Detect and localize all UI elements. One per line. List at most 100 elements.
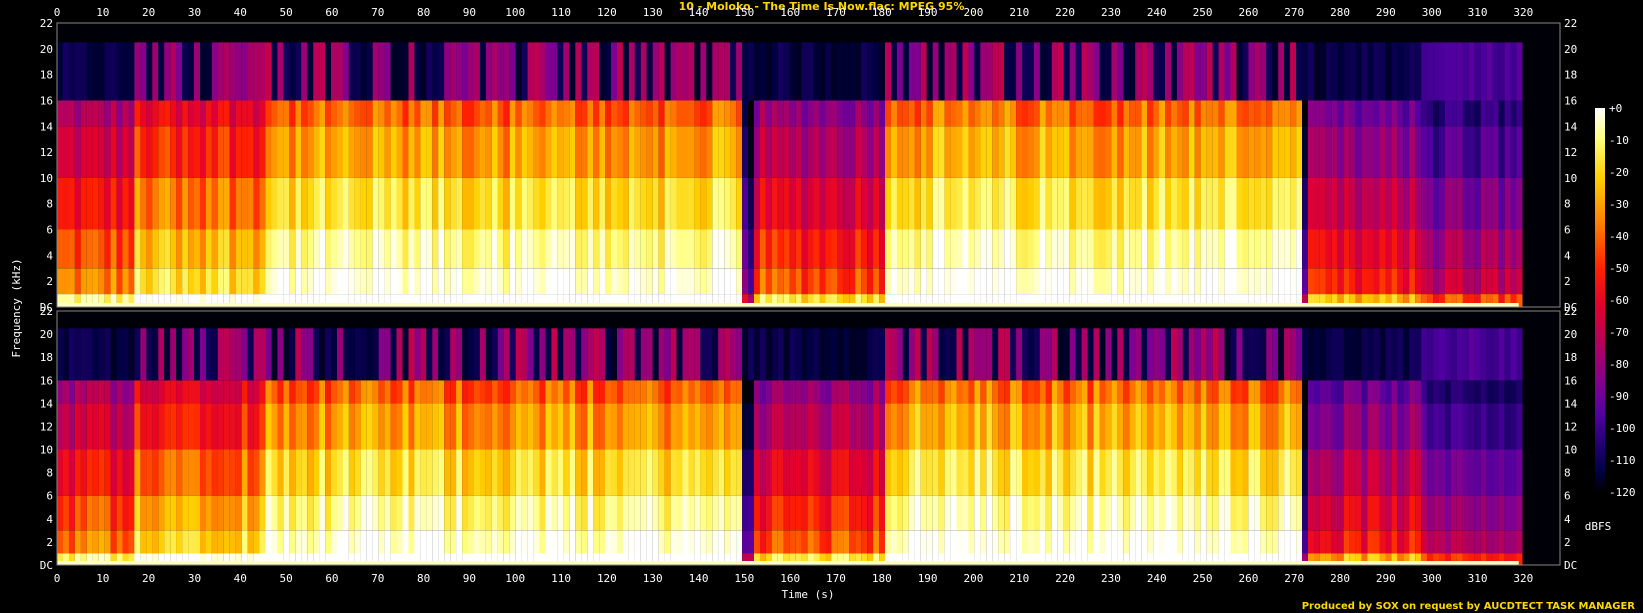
y-tick-left: 18 xyxy=(40,351,53,364)
x-tick-top: 60 xyxy=(325,6,338,19)
x-axis-label: Time (s) xyxy=(782,588,835,601)
x-tick-bottom: 140 xyxy=(689,572,709,585)
x-tick-top: 220 xyxy=(1055,6,1075,19)
y-tick-left: 6 xyxy=(46,224,53,237)
y-tick-left: 20 xyxy=(40,43,53,56)
x-tick-bottom: 90 xyxy=(463,572,476,585)
y-tick-right: 4 xyxy=(1564,513,1571,526)
x-tick-bottom: 170 xyxy=(826,572,846,585)
colorbar xyxy=(1595,108,1605,492)
y-tick-right: 16 xyxy=(1564,94,1577,107)
x-tick-bottom: 20 xyxy=(142,572,155,585)
x-tick-bottom: 290 xyxy=(1376,572,1396,585)
y-tick-right: 10 xyxy=(1564,444,1577,457)
y-tick-right: 4 xyxy=(1564,249,1571,262)
y-tick-left: 14 xyxy=(40,397,54,410)
x-tick-top: 170 xyxy=(826,6,846,19)
x-tick-bottom: 230 xyxy=(1101,572,1121,585)
x-tick-top: 320 xyxy=(1513,6,1533,19)
x-tick-bottom: 80 xyxy=(417,572,430,585)
colorbar-tick: -50 xyxy=(1609,262,1629,275)
y-tick-right: 6 xyxy=(1564,224,1571,237)
y-tick-left: 14 xyxy=(40,120,54,133)
x-tick-bottom: 50 xyxy=(279,572,292,585)
y-tick-right: 18 xyxy=(1564,351,1577,364)
x-tick-top: 280 xyxy=(1330,6,1350,19)
y-tick-left: 16 xyxy=(40,94,53,107)
y-tick-right: 10 xyxy=(1564,172,1577,185)
x-tick-top: 100 xyxy=(505,6,525,19)
y-tick-right: 22 xyxy=(1564,305,1577,318)
y-tick-left: 12 xyxy=(40,420,53,433)
y-tick-right: 20 xyxy=(1564,328,1577,341)
y-tick-left: 10 xyxy=(40,172,53,185)
y-tick-left: 12 xyxy=(40,146,53,159)
x-tick-bottom: 160 xyxy=(780,572,800,585)
x-tick-bottom: 100 xyxy=(505,572,525,585)
x-tick-bottom: 120 xyxy=(597,572,617,585)
x-tick-bottom: 60 xyxy=(325,572,338,585)
y-tick-right: 16 xyxy=(1564,374,1577,387)
y-tick-left: 22 xyxy=(40,17,53,30)
x-tick-top: 290 xyxy=(1376,6,1396,19)
x-tick-top: 240 xyxy=(1147,6,1167,19)
y-tick-right: DC xyxy=(1564,301,1577,314)
colorbar-tick: +0 xyxy=(1609,102,1622,115)
x-tick-bottom: 150 xyxy=(734,572,754,585)
x-tick-top: 20 xyxy=(142,6,155,19)
y-tick-right: 8 xyxy=(1564,467,1571,480)
y-tick-right: 8 xyxy=(1564,198,1571,211)
x-tick-bottom: 0 xyxy=(54,572,61,585)
y-tick-left: 10 xyxy=(40,444,53,457)
x-tick-top: 80 xyxy=(417,6,430,19)
x-tick-top: 50 xyxy=(279,6,292,19)
x-tick-bottom: 40 xyxy=(234,572,247,585)
y-tick-right: 20 xyxy=(1564,43,1577,56)
y-tick-left: 16 xyxy=(40,374,53,387)
x-tick-bottom: 70 xyxy=(371,572,384,585)
x-tick-top: 160 xyxy=(780,6,800,19)
y-tick-right: 2 xyxy=(1564,275,1571,288)
y-tick-left: DC xyxy=(40,301,53,314)
x-tick-bottom: 130 xyxy=(643,572,663,585)
y-tick-left: 6 xyxy=(46,490,53,503)
y-tick-right: 14 xyxy=(1564,120,1578,133)
y-tick-right: 22 xyxy=(1564,17,1577,30)
x-tick-bottom: 260 xyxy=(1238,572,1258,585)
x-tick-bottom: 240 xyxy=(1147,572,1167,585)
y-tick-left: 4 xyxy=(46,249,53,262)
y-tick-right: 12 xyxy=(1564,146,1577,159)
y-tick-left: 8 xyxy=(46,467,53,480)
x-tick-bottom: 300 xyxy=(1422,572,1442,585)
x-tick-bottom: 190 xyxy=(918,572,938,585)
y-tick-left: 2 xyxy=(46,536,53,549)
x-tick-top: 270 xyxy=(1284,6,1304,19)
footer-credit: Produced by SOX on request by AUCDTECT T… xyxy=(1301,601,1635,612)
y-tick-left: DC xyxy=(40,559,53,572)
x-tick-top: 200 xyxy=(964,6,984,19)
colorbar-tick: -100 xyxy=(1609,422,1636,435)
x-tick-top: 110 xyxy=(551,6,571,19)
x-tick-bottom: 10 xyxy=(96,572,109,585)
x-tick-top: 260 xyxy=(1238,6,1258,19)
colorbar-tick: -80 xyxy=(1609,358,1629,371)
x-tick-bottom: 200 xyxy=(964,572,984,585)
x-tick-top: 10 xyxy=(96,6,109,19)
x-tick-top: 150 xyxy=(734,6,754,19)
y-tick-right: 14 xyxy=(1564,397,1578,410)
x-tick-top: 40 xyxy=(234,6,247,19)
colorbar-tick: -120 xyxy=(1609,486,1636,499)
x-tick-bottom: 280 xyxy=(1330,572,1350,585)
x-tick-top: 250 xyxy=(1193,6,1213,19)
x-tick-bottom: 110 xyxy=(551,572,571,585)
x-tick-bottom: 180 xyxy=(872,572,892,585)
x-tick-bottom: 320 xyxy=(1513,572,1533,585)
colorbar-tick: -30 xyxy=(1609,198,1629,211)
x-tick-top: 30 xyxy=(188,6,201,19)
y-axis-label: Frequency (kHz) xyxy=(10,258,23,357)
channel-1-spectrogram xyxy=(57,23,1560,307)
x-tick-top: 210 xyxy=(1009,6,1029,19)
y-tick-right: 6 xyxy=(1564,490,1571,503)
y-tick-left: 20 xyxy=(40,328,53,341)
